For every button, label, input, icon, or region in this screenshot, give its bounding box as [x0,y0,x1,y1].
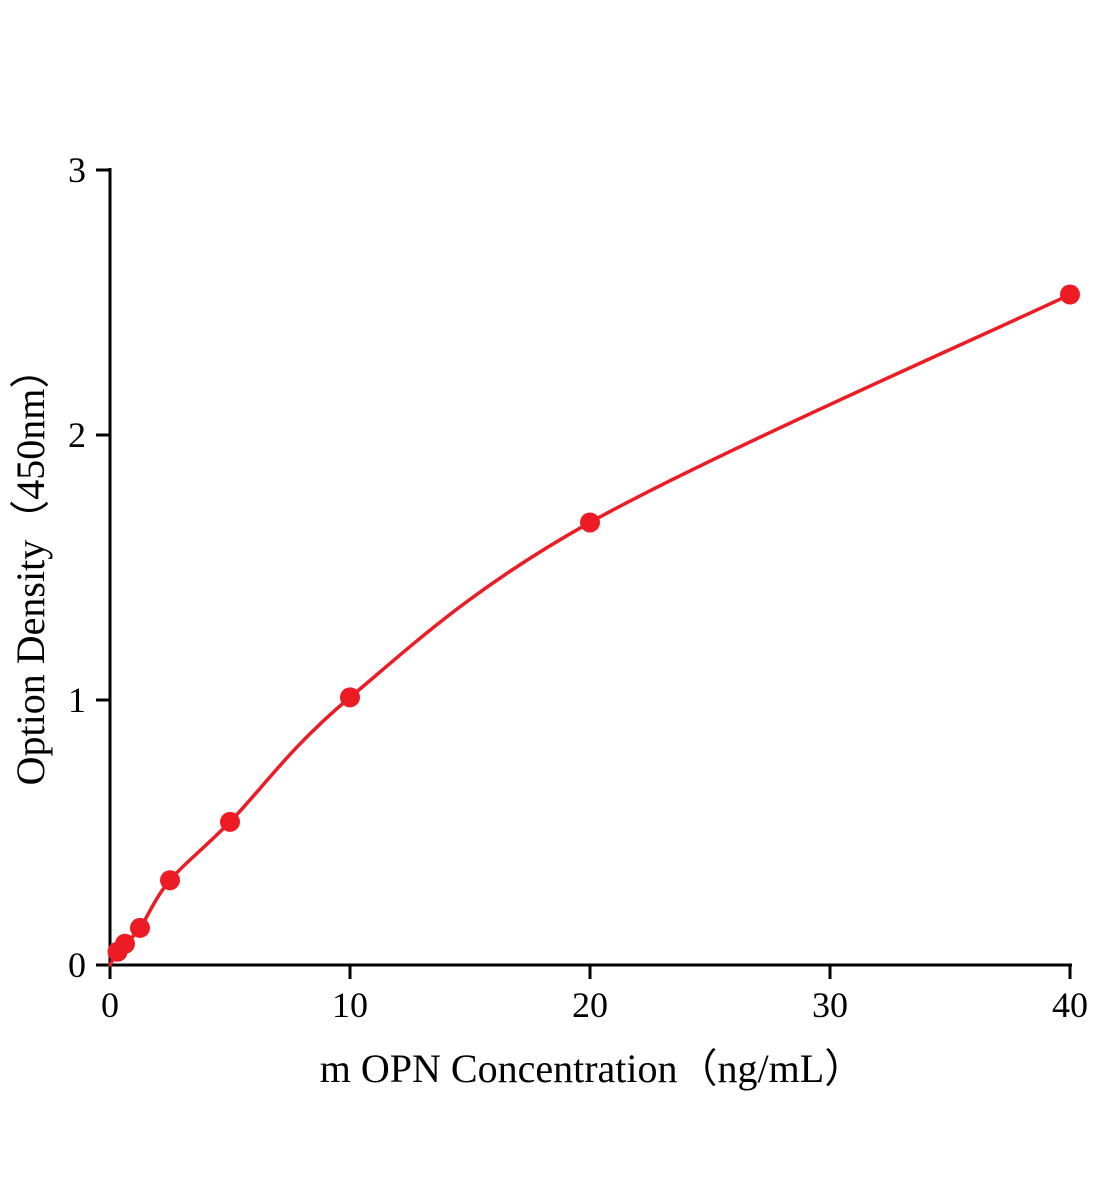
x-tick-label: 40 [1052,985,1088,1025]
data-point-marker [1060,284,1080,305]
plot-layer: 0 10 20 30 40 0 1 2 3 [68,150,1088,1025]
y-tick-label: 3 [68,150,86,190]
standard-curve-line [108,292,1072,967]
data-point-marker [580,512,600,533]
data-point-marker [130,917,150,938]
x-axis-title: m OPN Concentration（ng/mL） [320,1046,864,1091]
x-tick-label: 10 [332,985,368,1025]
data-point-marker [160,870,180,891]
x-tick-label: 30 [812,985,848,1025]
y-tick-label: 2 [68,415,86,455]
y-tick-label: 0 [68,945,86,985]
y-axis-title: Option Density（450nm） [8,349,53,786]
data-point-marker [220,811,240,832]
x-tick-label: 20 [572,985,608,1025]
data-point-marker [340,687,360,708]
y-tick-label: 1 [68,680,86,720]
data-point-marker [115,933,135,954]
x-tick-label: 0 [101,985,119,1025]
